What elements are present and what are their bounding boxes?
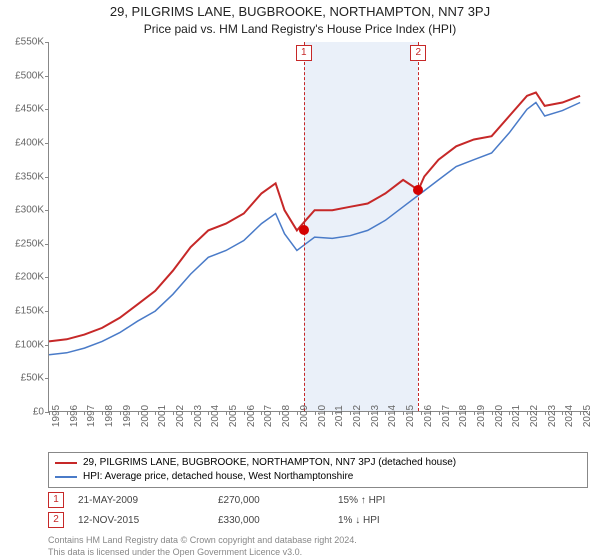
x-axis-label: 2019 bbox=[476, 405, 487, 427]
x-axis-label: 2011 bbox=[334, 405, 345, 427]
x-axis-label: 2018 bbox=[458, 405, 469, 427]
x-axis-label: 2009 bbox=[299, 405, 310, 427]
sale-dot bbox=[299, 225, 309, 235]
series-line-hpi bbox=[49, 103, 580, 355]
y-axis-label: £350K bbox=[15, 171, 44, 182]
y-axis-label: £250K bbox=[15, 238, 44, 249]
footer-text: Contains HM Land Registry data © Crown c… bbox=[48, 534, 588, 558]
legend-swatch bbox=[55, 476, 77, 478]
legend-swatch bbox=[55, 462, 77, 464]
sale-date: 21-MAY-2009 bbox=[78, 495, 218, 506]
legend: 29, PILGRIMS LANE, BUGBROOKE, NORTHAMPTO… bbox=[48, 452, 588, 488]
legend-label: 29, PILGRIMS LANE, BUGBROOKE, NORTHAMPTO… bbox=[83, 456, 456, 470]
x-axis-label: 2024 bbox=[564, 405, 575, 427]
sale-price: £270,000 bbox=[218, 495, 338, 506]
x-axis-label: 2016 bbox=[423, 405, 434, 427]
y-axis-label: £150K bbox=[15, 306, 44, 317]
x-axis-label: 2005 bbox=[228, 405, 239, 427]
y-axis-label: £200K bbox=[15, 272, 44, 283]
y-axis-label: £550K bbox=[15, 37, 44, 48]
legend-item: 29, PILGRIMS LANE, BUGBROOKE, NORTHAMPTO… bbox=[55, 456, 581, 470]
x-axis-label: 2020 bbox=[494, 405, 505, 427]
sale-row: 1 21-MAY-2009 £270,000 15% ↑ HPI bbox=[48, 492, 588, 508]
x-axis-label: 2003 bbox=[193, 405, 204, 427]
footer-line: This data is licensed under the Open Gov… bbox=[48, 546, 588, 558]
sale-date: 12-NOV-2015 bbox=[78, 515, 218, 526]
x-axis-label: 2023 bbox=[547, 405, 558, 427]
sale-price: £330,000 bbox=[218, 515, 338, 526]
y-axis-label: £100K bbox=[15, 339, 44, 350]
chart-title: 29, PILGRIMS LANE, BUGBROOKE, NORTHAMPTO… bbox=[0, 4, 600, 19]
x-axis-label: 1995 bbox=[51, 405, 62, 427]
x-axis-label: 2008 bbox=[281, 405, 292, 427]
sale-delta: 1% ↓ HPI bbox=[338, 515, 438, 526]
x-axis-label: 2004 bbox=[210, 405, 221, 427]
x-axis-label: 2015 bbox=[405, 405, 416, 427]
series-line-price_paid bbox=[49, 93, 580, 342]
x-axis-label: 2002 bbox=[175, 405, 186, 427]
chart-marker-box: 1 bbox=[296, 45, 312, 61]
legend-item: HPI: Average price, detached house, West… bbox=[55, 470, 581, 484]
x-axis-label: 2014 bbox=[387, 405, 398, 427]
y-axis-label: £450K bbox=[15, 104, 44, 115]
x-axis-label: 2010 bbox=[317, 405, 328, 427]
x-axis-label: 1998 bbox=[104, 405, 115, 427]
x-axis-label: 2007 bbox=[263, 405, 274, 427]
sale-row: 2 12-NOV-2015 £330,000 1% ↓ HPI bbox=[48, 512, 588, 528]
sale-dot bbox=[413, 185, 423, 195]
x-axis-label: 2000 bbox=[140, 405, 151, 427]
x-axis-label: 2001 bbox=[157, 405, 168, 427]
x-axis-label: 2012 bbox=[352, 405, 363, 427]
chart-marker-box: 2 bbox=[410, 45, 426, 61]
x-axis-label: 2017 bbox=[441, 405, 452, 427]
plot-area: 12 bbox=[48, 42, 588, 412]
chart-subtitle: Price paid vs. HM Land Registry's House … bbox=[0, 22, 600, 36]
line-layer bbox=[49, 42, 588, 411]
y-axis-label: £500K bbox=[15, 70, 44, 81]
y-axis-label: £0 bbox=[33, 407, 44, 418]
x-axis-label: 2021 bbox=[511, 405, 522, 427]
x-axis-label: 1999 bbox=[122, 405, 133, 427]
footer-line: Contains HM Land Registry data © Crown c… bbox=[48, 534, 588, 546]
sale-marker-box: 2 bbox=[48, 512, 64, 528]
sale-marker-id: 1 bbox=[53, 494, 59, 505]
y-axis-label: £300K bbox=[15, 205, 44, 216]
chart-container: 29, PILGRIMS LANE, BUGBROOKE, NORTHAMPTO… bbox=[0, 0, 600, 560]
x-axis-label: 2022 bbox=[529, 405, 540, 427]
x-axis-label: 1996 bbox=[69, 405, 80, 427]
x-axis-label: 2025 bbox=[582, 405, 593, 427]
sale-marker-id: 2 bbox=[53, 514, 59, 525]
legend-label: HPI: Average price, detached house, West… bbox=[83, 470, 353, 484]
y-axis-label: £400K bbox=[15, 137, 44, 148]
sale-delta: 15% ↑ HPI bbox=[338, 495, 438, 506]
x-axis-label: 2013 bbox=[370, 405, 381, 427]
sale-marker-box: 1 bbox=[48, 492, 64, 508]
x-axis-label: 1997 bbox=[86, 405, 97, 427]
x-axis-label: 2006 bbox=[246, 405, 257, 427]
y-axis-label: £50K bbox=[21, 373, 44, 384]
